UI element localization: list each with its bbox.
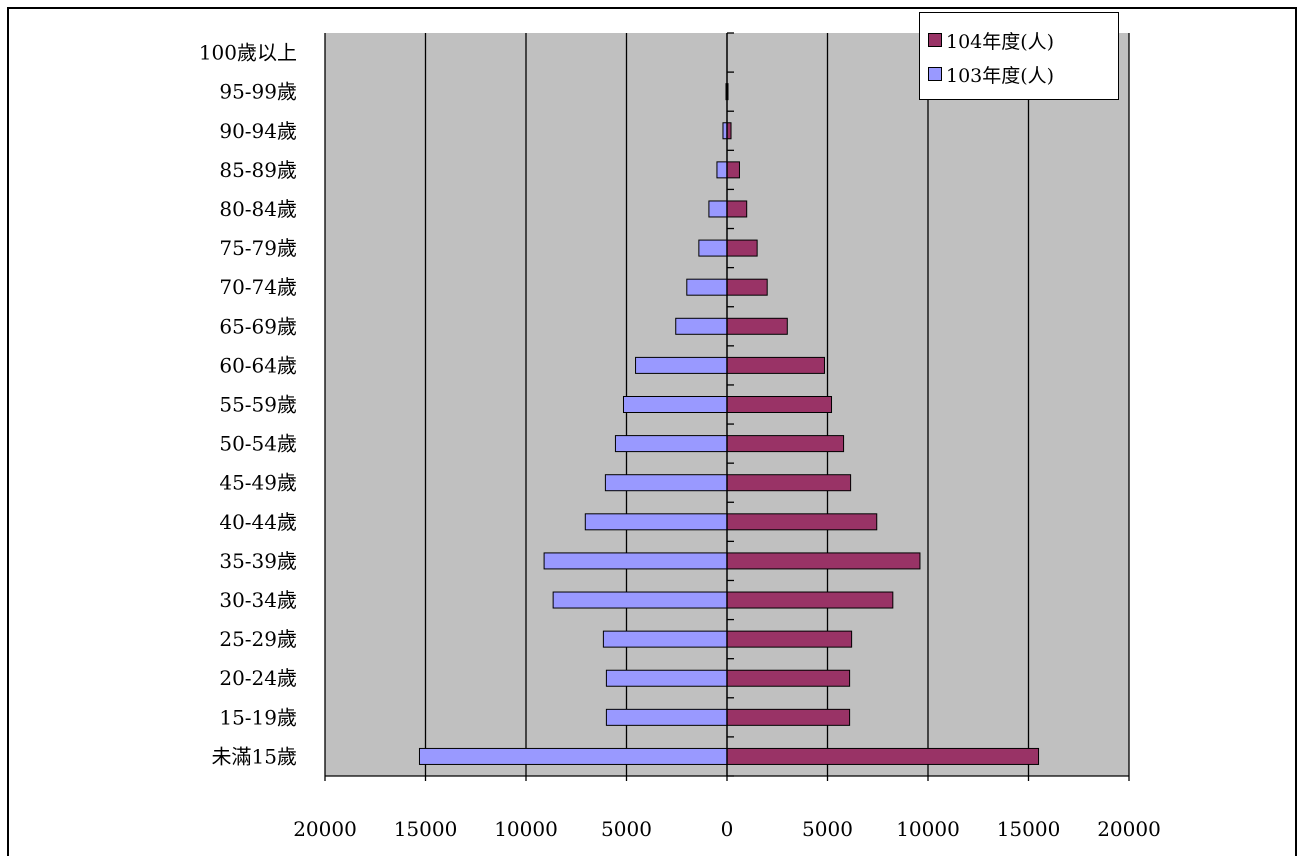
category-label-12: 40-44歲 — [219, 510, 297, 534]
legend-item-104: 104年度(人) — [928, 25, 1054, 55]
bar-104-5 — [726, 239, 758, 257]
x-tick-label-5: 5000 — [802, 817, 853, 841]
category-label-11: 45-49歲 — [219, 471, 297, 495]
category-label-3: 85-89歲 — [219, 158, 297, 182]
axis — [324, 32, 1130, 781]
category-label-1: 95-99歲 — [219, 80, 297, 104]
bar-103-4 — [708, 200, 728, 218]
x-tick-label-6: 10000 — [896, 817, 960, 841]
bar-104-17 — [726, 708, 851, 726]
bar-103-13 — [543, 552, 728, 570]
bar-104-12 — [726, 513, 878, 531]
category-label-7: 65-69歲 — [219, 314, 297, 338]
bar-103-7 — [675, 317, 728, 335]
category-labels: 100歲以上 95-99歲 90-94歲 85-89歲 80-84歲 75-79歲 70-7… — [199, 41, 297, 769]
bar-104-3 — [726, 161, 740, 179]
bar-104-9 — [726, 396, 833, 413]
bar-104-6 — [726, 278, 768, 296]
bars — [418, 83, 1040, 765]
bar-104-16 — [726, 669, 851, 687]
bar-103-16 — [605, 669, 728, 687]
category-label-5: 75-79歲 — [219, 236, 297, 260]
bar-104-14 — [726, 591, 894, 609]
category-label-17: 15-19歲 — [219, 705, 297, 729]
legend-label-103: 103年度(人) — [946, 64, 1055, 87]
bar-103-10 — [614, 435, 728, 453]
x-tick-label-0: 20000 — [293, 817, 357, 841]
bar-103-17 — [605, 708, 728, 726]
x-tick-labels: 20000 15000 10000 5000 0 5000 10000 15000 20000 — [293, 817, 1161, 841]
legend-swatch-103 — [928, 67, 942, 81]
bar-103-11 — [604, 474, 728, 492]
bar-103-12 — [584, 513, 728, 531]
x-tick-label-8: 20000 — [1097, 817, 1161, 841]
legend-swatch-104 — [928, 33, 942, 47]
category-label-4: 80-84歲 — [219, 197, 297, 221]
x-tick-label-4: 0 — [721, 817, 734, 841]
bar-103-8 — [635, 356, 728, 374]
chart-frame — [7, 7, 1297, 856]
legend-label-104: 104年度(人) — [946, 30, 1055, 53]
x-tick-label-7: 15000 — [997, 817, 1061, 841]
category-label-16: 20-24歲 — [219, 666, 297, 690]
category-label-15: 25-29歲 — [219, 627, 297, 651]
category-label-2: 90-94歲 — [219, 119, 297, 143]
x-tick-label-3: 5000 — [601, 817, 652, 841]
bar-103-9 — [622, 396, 728, 413]
bar-103-15 — [602, 630, 728, 648]
bar-104-4 — [726, 200, 748, 218]
bar-103-14 — [552, 591, 728, 609]
category-label-8: 60-64歲 — [219, 353, 297, 377]
bar-104-7 — [726, 317, 788, 335]
x-tick-label-2: 10000 — [494, 817, 558, 841]
legend: 104年度(人) 103年度(人) — [919, 12, 1119, 100]
category-label-10: 50-54歲 — [219, 432, 297, 456]
bar-104-18 — [726, 747, 1040, 765]
category-label-14: 30-34歲 — [219, 588, 297, 612]
category-label-6: 70-74歲 — [219, 275, 297, 299]
bar-103-3 — [716, 161, 728, 179]
category-label-9: 55-59歲 — [219, 393, 297, 417]
bar-104-11 — [726, 474, 852, 492]
legend-item-103: 103年度(人) — [928, 59, 1054, 89]
bar-103-6 — [686, 278, 728, 296]
bar-103-18 — [418, 747, 728, 765]
bar-104-13 — [726, 552, 921, 570]
category-label-18: 未滿15歲 — [212, 744, 297, 768]
category-label-13: 35-39歲 — [219, 549, 297, 573]
category-label-0: 100歲以上 — [199, 41, 297, 65]
x-tick-label-1: 15000 — [394, 817, 458, 841]
bar-104-8 — [726, 356, 825, 374]
bar-104-15 — [726, 630, 853, 648]
bar-104-10 — [726, 435, 845, 453]
bar-103-5 — [698, 239, 728, 257]
